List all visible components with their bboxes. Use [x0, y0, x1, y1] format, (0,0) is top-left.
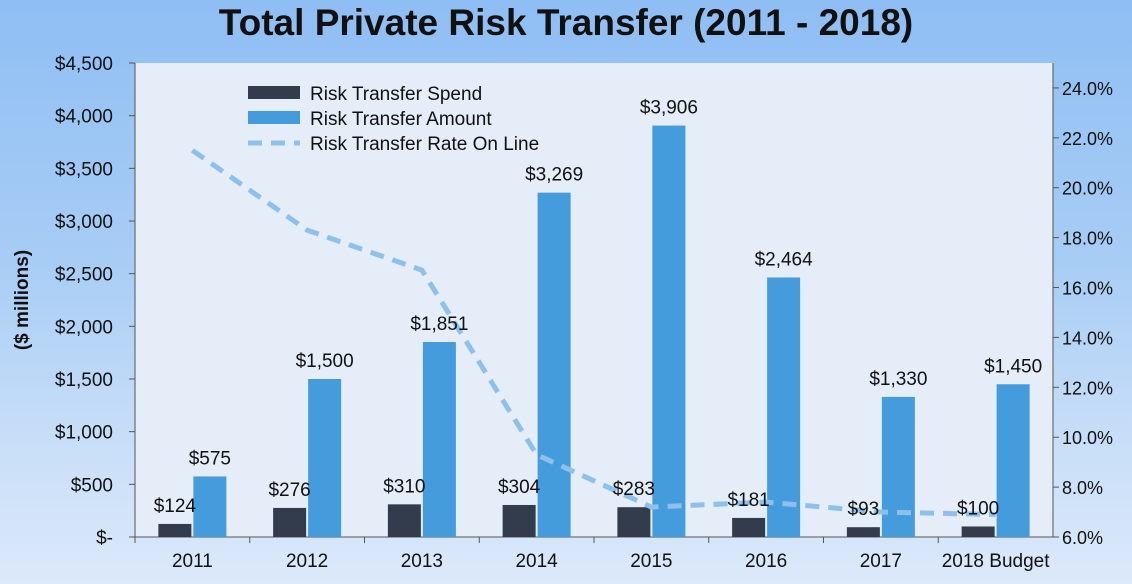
- data-label-spend: $283: [613, 479, 655, 500]
- x-tick-label: 2011: [172, 551, 213, 572]
- data-label-spend: $124: [154, 496, 197, 517]
- legend-label-amount: Risk Transfer Amount: [310, 109, 492, 130]
- data-label-amount: $1,851: [410, 314, 468, 335]
- bar-amount: [996, 384, 1030, 537]
- x-tick-label: 2015: [630, 551, 672, 572]
- bar-spend: [617, 507, 651, 537]
- bar-spend: [732, 517, 766, 537]
- bar-amount: [652, 125, 686, 538]
- data-label-spend: $304: [498, 477, 541, 498]
- y-tick-label: $4,000: [55, 107, 113, 128]
- bar-spend: [387, 504, 421, 537]
- x-tick-label: 2018 Budget: [942, 551, 1050, 572]
- legend-label-spend: Risk Transfer Spend: [310, 84, 482, 105]
- y-tick-label: $3,000: [55, 212, 113, 233]
- bar-spend: [273, 507, 307, 537]
- y2-tick-label: 8.0%: [1062, 478, 1103, 498]
- bar-spend: [846, 527, 880, 537]
- data-label-spend: $310: [383, 476, 425, 497]
- bar-spend: [502, 504, 536, 537]
- y2-tick-label: 10.0%: [1062, 428, 1113, 448]
- y-tick-label: $1,500: [55, 370, 113, 391]
- y2-tick-label: 18.0%: [1062, 229, 1113, 249]
- data-label-spend: $93: [848, 499, 880, 520]
- x-tick-label: 2016: [745, 551, 787, 572]
- data-label-amount: $575: [189, 448, 231, 469]
- y2-tick-label: 20.0%: [1062, 179, 1113, 199]
- data-label-amount: $1,330: [869, 369, 927, 390]
- y-tick-label: $2,000: [55, 317, 113, 338]
- legend-swatch-spend: [248, 86, 300, 99]
- x-tick-label: 2017: [860, 551, 902, 572]
- legend-swatch-amount: [248, 111, 300, 124]
- legend-label-rate: Risk Transfer Rate On Line: [310, 134, 539, 155]
- bar-spend: [158, 523, 192, 537]
- plot-area: [135, 63, 1053, 537]
- data-label-amount: $3,269: [525, 165, 583, 186]
- y2-tick-label: 12.0%: [1062, 378, 1113, 398]
- bar-amount: [767, 277, 801, 537]
- line-rate-on-line: [190, 148, 996, 518]
- y-tick-label: $2,500: [55, 265, 113, 286]
- y2-tick-label: 24.0%: [1062, 79, 1113, 99]
- bar-amount: [193, 476, 227, 537]
- y-tick-label: $3,500: [55, 159, 113, 180]
- chart-title: Total Private Risk Transfer (2011 - 2018…: [218, 2, 914, 43]
- y2-tick-label: 6.0%: [1062, 528, 1103, 548]
- bar-spend: [961, 526, 995, 537]
- data-label-amount: $2,464: [755, 249, 814, 270]
- y-axis-title: ($ millions): [12, 250, 33, 350]
- y-tick-label: $4,500: [55, 54, 113, 75]
- bar-amount: [881, 396, 915, 537]
- data-label-amount: $1,450: [984, 356, 1042, 377]
- bar-amount: [422, 342, 456, 537]
- y2-tick-label: 14.0%: [1062, 328, 1113, 348]
- x-tick-label: 2013: [401, 551, 443, 572]
- bar-amount: [308, 379, 342, 537]
- data-label-spend: $276: [268, 480, 310, 501]
- data-label-spend: $181: [727, 490, 769, 511]
- x-tick-label: 2014: [515, 551, 558, 572]
- y-tick-label: $500: [71, 475, 113, 496]
- y2-tick-label: 16.0%: [1062, 279, 1113, 299]
- data-label-amount: $1,500: [296, 351, 354, 372]
- y-tick-label: $1,000: [55, 423, 113, 444]
- y-tick-label: $-: [96, 528, 113, 549]
- data-label-amount: $3,906: [640, 98, 698, 119]
- y2-tick-label: 22.0%: [1062, 129, 1113, 149]
- data-label-spend: $100: [957, 498, 999, 519]
- bar-amount: [537, 192, 571, 537]
- x-tick-label: 2012: [286, 551, 328, 572]
